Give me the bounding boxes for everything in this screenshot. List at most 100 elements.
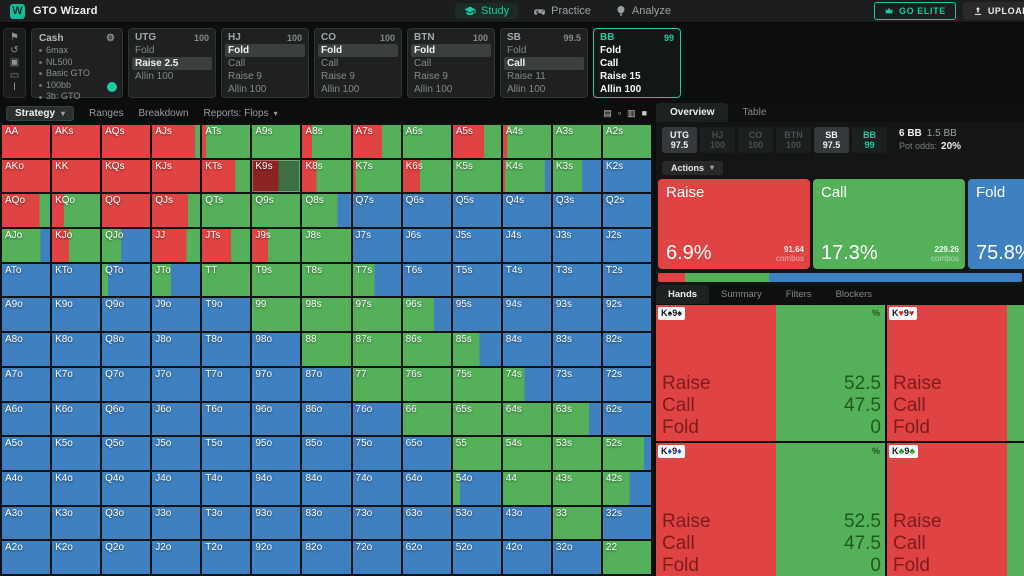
bookmark-icon[interactable]: ⚑ xyxy=(10,32,19,43)
matrix-cell-53o[interactable]: 53o xyxy=(452,506,501,540)
matrix-cell-a5s[interactable]: A5s xyxy=(452,125,501,158)
matrix-cell-75s[interactable]: 75s xyxy=(452,367,501,401)
matrix-cell-t4s[interactable]: T4s xyxy=(502,263,551,297)
matrix-cell-k6s[interactable]: K6s xyxy=(402,159,451,193)
matrix-cell-q3o[interactable]: Q3o xyxy=(102,506,151,540)
save-icon[interactable]: ▣ xyxy=(9,57,20,68)
matrix-cell-q5o[interactable]: Q5o xyxy=(102,437,151,470)
matrix-cell-a5o[interactable]: A5o xyxy=(2,437,51,470)
upload-button[interactable]: UPLOAD xyxy=(962,2,1024,20)
matrix-cell-a3s[interactable]: A3s xyxy=(552,125,601,158)
matrix-cell-a9s[interactable]: A9s xyxy=(252,125,301,158)
matrix-cell-q6o[interactable]: Q6o xyxy=(102,402,151,436)
position-action-fold[interactable]: Fold xyxy=(225,44,305,57)
position-action-fold[interactable]: Fold xyxy=(135,45,155,56)
matrix-cell-94o[interactable]: 94o xyxy=(252,471,301,505)
tab-hands[interactable]: Hands xyxy=(656,285,710,304)
matrix-cell-j4o[interactable]: J4o xyxy=(152,471,201,505)
matrix-cell-84o[interactable]: 84o xyxy=(302,471,351,505)
matrix-cell-t4o[interactable]: T4o xyxy=(202,471,251,505)
position-action-allin-100[interactable]: Allin 100 xyxy=(507,84,546,95)
matrix-cell-ato[interactable]: ATo xyxy=(2,263,51,297)
matrix-cell-j5s[interactable]: J5s xyxy=(452,229,501,262)
matrix-cell-ats[interactable]: ATs xyxy=(202,125,251,158)
history-icon[interactable]: ↺ xyxy=(10,44,19,56)
matrix-cell-72s[interactable]: 72s xyxy=(602,367,651,401)
matrix-cell-52s[interactable]: 52s xyxy=(602,437,651,470)
matrix-cell-j4s[interactable]: J4s xyxy=(502,229,551,262)
matrix-cell-88[interactable]: 88 xyxy=(302,333,351,366)
tab-filters[interactable]: Filters xyxy=(785,289,812,300)
matrix-cell-99[interactable]: 99 xyxy=(252,298,301,332)
matrix-cell-82o[interactable]: 82o xyxy=(302,541,351,574)
matrix-cell-a4o[interactable]: A4o xyxy=(2,471,51,505)
matrix-cell-52o[interactable]: 52o xyxy=(452,541,501,574)
matrix-cell-86o[interactable]: 86o xyxy=(302,402,351,436)
position-action-call[interactable]: Call xyxy=(600,58,619,69)
matrix-cell-kqs[interactable]: KQs xyxy=(102,159,151,193)
matrix-cell-q4s[interactable]: Q4s xyxy=(502,194,551,228)
tab-table[interactable]: Table xyxy=(742,107,767,118)
chip-utg[interactable]: UTG 97.5 xyxy=(662,127,697,153)
matrix-cell-63s[interactable]: 63s xyxy=(552,402,601,436)
chip-bb[interactable]: BB 99 xyxy=(852,127,887,153)
matrix-cell-76s[interactable]: 76s xyxy=(402,367,451,401)
matrix-cell-kqo[interactable]: KQo xyxy=(52,194,101,228)
matrix-cell-64s[interactable]: 64s xyxy=(502,402,551,436)
matrix-cell-q9s[interactable]: Q9s xyxy=(252,194,301,228)
tab-overview[interactable]: Overview xyxy=(656,103,729,122)
solid-view-icon[interactable]: ■ xyxy=(641,108,647,118)
toolbar-item-ranges[interactable]: Ranges xyxy=(89,108,123,119)
matrix-cell-32o[interactable]: 32o xyxy=(552,541,601,574)
split-view-icon[interactable]: ▥ xyxy=(627,107,636,118)
matrix-cell-k4s[interactable]: K4s xyxy=(502,159,551,193)
toolbar-item-breakdown[interactable]: Breakdown xyxy=(139,108,189,119)
matrix-cell-33[interactable]: 33 xyxy=(552,506,601,540)
matrix-cell-43s[interactable]: 43s xyxy=(552,471,601,505)
position-panel-btn[interactable]: BTN 100 Fold Call Raise 9 Allin 100 xyxy=(407,28,495,98)
matrix-cell-t6o[interactable]: T6o xyxy=(202,402,251,436)
position-action-fold[interactable]: Fold xyxy=(600,45,622,56)
matrix-cell-q3s[interactable]: Q3s xyxy=(552,194,601,228)
matrix-cell-kk[interactable]: KK xyxy=(52,159,101,193)
chip-btn[interactable]: BTN 100 xyxy=(776,127,811,153)
matrix-cell-kjo[interactable]: KJo xyxy=(52,229,101,262)
position-action-allin-100[interactable]: Allin 100 xyxy=(321,84,360,95)
matrix-cell-87o[interactable]: 87o xyxy=(302,367,351,401)
matrix-cell-a9o[interactable]: A9o xyxy=(2,298,51,332)
matrix-cell-k8s[interactable]: K8s xyxy=(302,159,351,193)
matrix-cell-62s[interactable]: 62s xyxy=(602,402,651,436)
matrix-cell-42s[interactable]: 42s xyxy=(602,471,651,505)
matrix-cell-a2s[interactable]: A2s xyxy=(602,125,651,158)
matrix-cell-t3o[interactable]: T3o xyxy=(202,506,251,540)
matrix-cell-55[interactable]: 55 xyxy=(452,437,501,470)
matrix-cell-92o[interactable]: 92o xyxy=(252,541,301,574)
matrix-cell-a6s[interactable]: A6s xyxy=(402,125,451,158)
matrix-cell-87s[interactable]: 87s xyxy=(352,333,401,366)
position-action-raise-9[interactable]: Raise 9 xyxy=(228,71,262,82)
matrix-cell-85s[interactable]: 85s xyxy=(452,333,501,366)
matrix-cell-k3s[interactable]: K3s xyxy=(552,159,601,193)
matrix-cell-a8s[interactable]: A8s xyxy=(302,125,351,158)
matrix-cell-72o[interactable]: 72o xyxy=(352,541,401,574)
controller-icon[interactable]: ▭ xyxy=(9,69,20,81)
action-box-fold[interactable]: Fold 75.8% xyxy=(968,179,1024,269)
matrix-cell-aqs[interactable]: AQs xyxy=(102,125,151,158)
position-action-fold[interactable]: Fold xyxy=(507,45,527,56)
matrix-cell-j9o[interactable]: J9o xyxy=(152,298,201,332)
position-action-call[interactable]: Call xyxy=(414,58,432,69)
matrix-cell-k2o[interactable]: K2o xyxy=(52,541,101,574)
matrix-cell-a3o[interactable]: A3o xyxy=(2,506,51,540)
matrix-cell-97o[interactable]: 97o xyxy=(252,367,301,401)
matrix-cell-75o[interactable]: 75o xyxy=(352,437,401,470)
matrix-cell-a7s[interactable]: A7s xyxy=(352,125,401,158)
matrix-cell-q2s[interactable]: Q2s xyxy=(602,194,651,228)
matrix-cell-53s[interactable]: 53s xyxy=(552,437,601,470)
text-cursor-icon[interactable]: Ⅰ xyxy=(13,82,16,93)
matrix-cell-j8s[interactable]: J8s xyxy=(302,229,351,262)
toolbar-item-reports-flops[interactable]: Reports: Flops ▾ xyxy=(204,108,278,119)
matrix-cell-65o[interactable]: 65o xyxy=(402,437,451,470)
matrix-cell-42o[interactable]: 42o xyxy=(502,541,551,574)
matrix-cell-t7s[interactable]: T7s xyxy=(352,263,401,297)
position-action-fold[interactable]: Fold xyxy=(318,44,398,57)
